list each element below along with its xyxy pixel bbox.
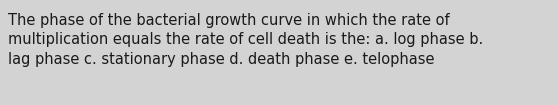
Text: The phase of the bacterial growth curve in which the rate of
multiplication equa: The phase of the bacterial growth curve … (8, 13, 484, 67)
